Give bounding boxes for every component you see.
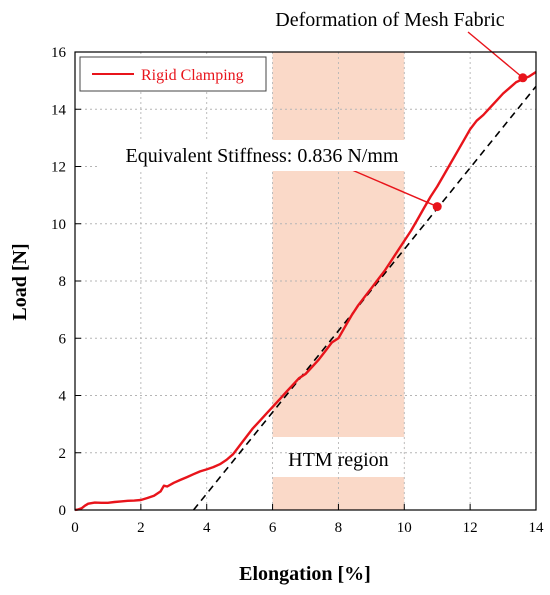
x-tick-label: 2: [137, 520, 145, 536]
x-tick-label: 14: [529, 520, 545, 536]
x-tick-label: 4: [203, 520, 211, 536]
x-axis-label: Elongation [%]: [239, 563, 371, 585]
x-tick-label: 0: [71, 520, 79, 536]
x-tick-label: 6: [269, 520, 277, 536]
y-tick-label: 16: [51, 45, 67, 61]
y-tick-label: 14: [51, 102, 67, 118]
annotation-layer: Deformation of Mesh Fabric Equivalent Sti…: [100, 9, 528, 212]
stiffness-fit-line: [192, 85, 537, 511]
annotation-leader: [467, 31, 524, 79]
legend: Rigid Clamping: [79, 56, 267, 92]
y-tick-label: 6: [59, 331, 67, 347]
annotation-label: Deformation of Mesh Fabric: [275, 9, 505, 31]
x-tick-label: 10: [397, 520, 412, 536]
region-label: HTM region: [288, 449, 389, 471]
y-tick-label: 0: [59, 503, 67, 519]
y-tick-label: 12: [51, 160, 66, 176]
series-line-rigid-clamping: [74, 70, 537, 512]
x-tick-label: 8: [335, 520, 343, 536]
y-tick-label: 10: [51, 217, 66, 233]
annotation-marker: [432, 202, 442, 212]
y-tick-label: 4: [59, 389, 67, 405]
annotation-backdrop: [100, 140, 430, 171]
series-layer: [74, 70, 537, 512]
annotation-marker: [518, 73, 528, 83]
annotation-label: Equivalent Stiffness: 0.836 N/mm: [126, 145, 399, 167]
y-axis-label: Load [N]: [9, 243, 31, 320]
region-layer: HTM region: [272, 52, 405, 510]
legend-label-rigid-clamping: Rigid Clamping: [141, 67, 244, 84]
y-tick-label: 8: [59, 274, 67, 290]
annotation-leader: [351, 169, 438, 208]
x-tick-label: 12: [463, 520, 478, 536]
y-tick-label: 2: [59, 446, 67, 462]
tick-layer: 0 2 4 6 8 10 12 14 0 2 4 6 8 10 12 14 16: [51, 45, 544, 536]
